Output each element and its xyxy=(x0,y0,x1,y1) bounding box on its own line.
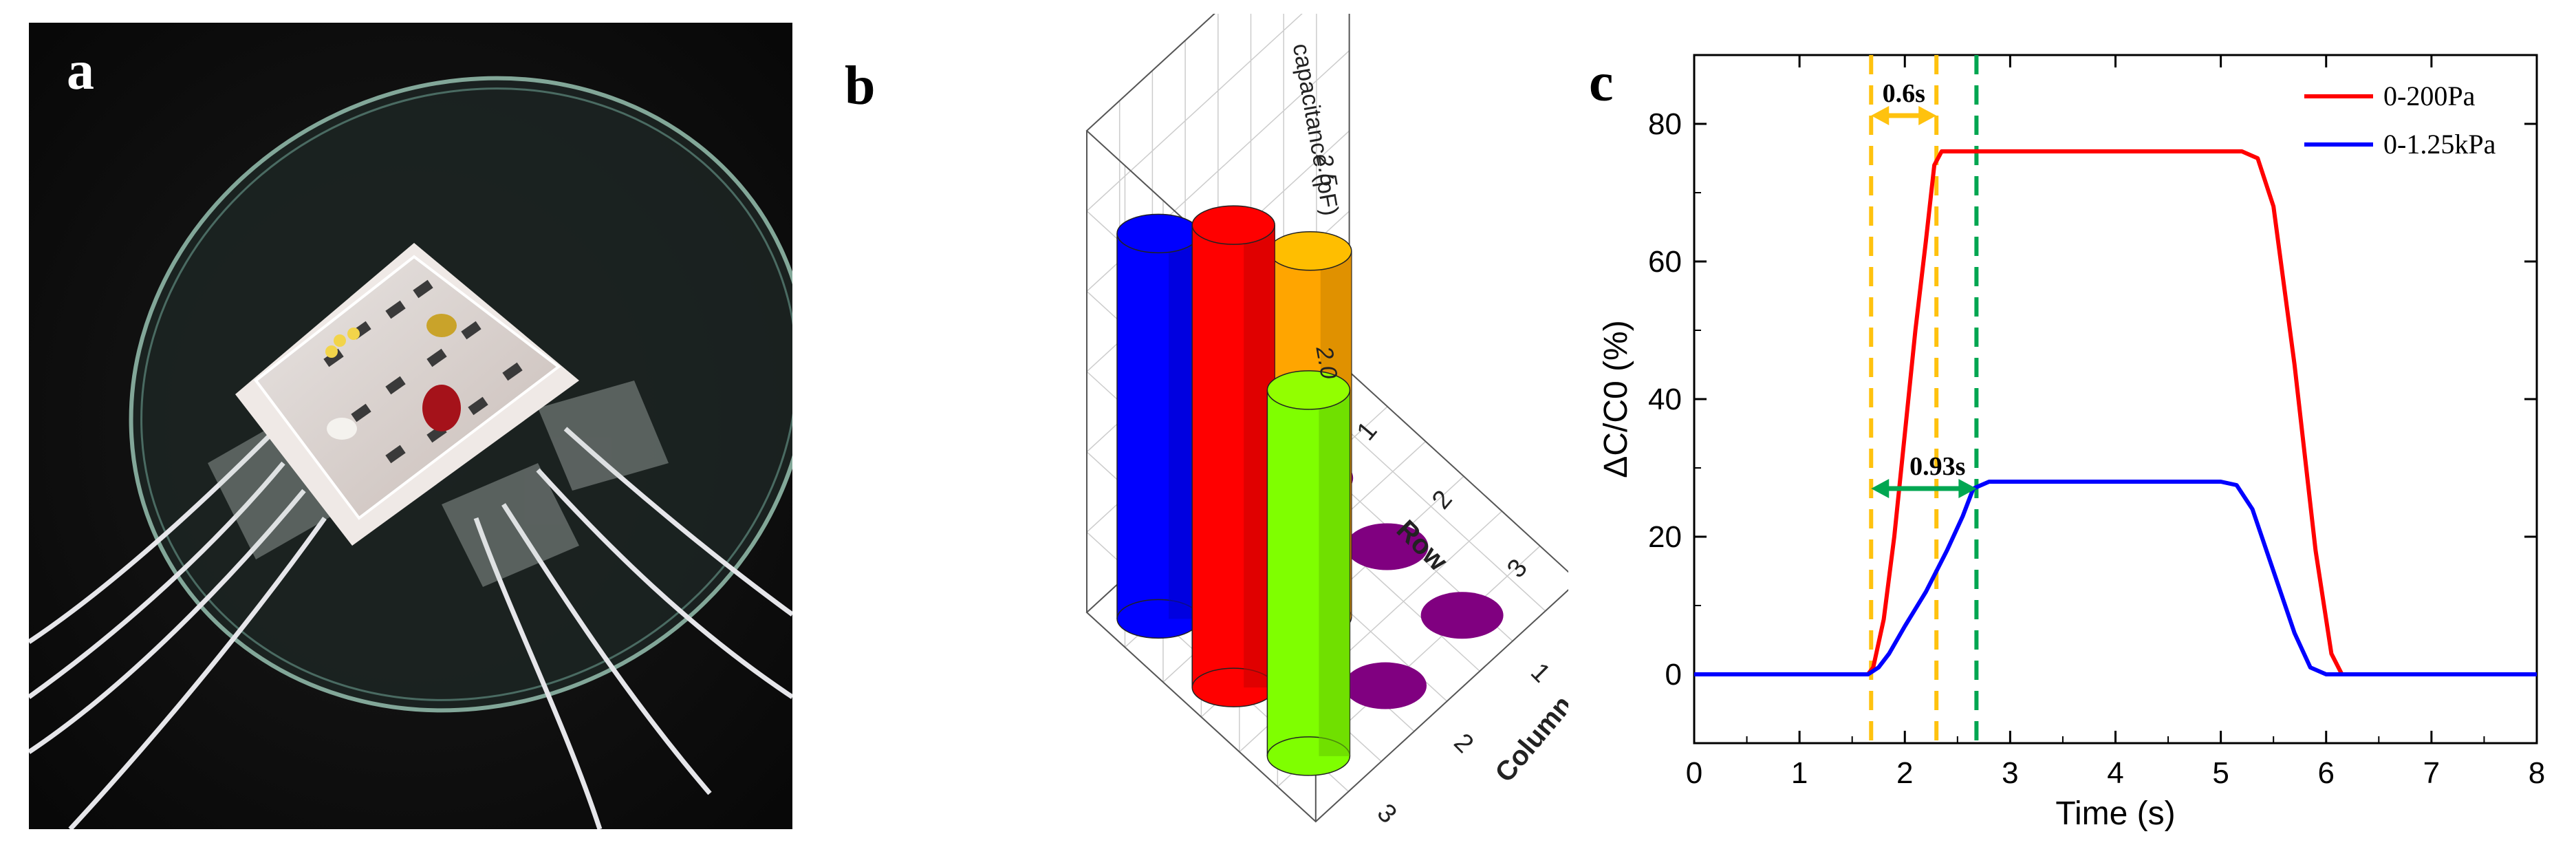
bar-cylinder xyxy=(1344,662,1427,709)
y-tick-label: 40 xyxy=(1648,383,1682,416)
x-tick-label: 5 xyxy=(2212,756,2229,790)
bar-cylinder xyxy=(1345,523,1429,570)
column-axis-label: Column xyxy=(1489,690,1568,788)
arrow-0.6s-head-left xyxy=(1871,106,1890,125)
bar-disc xyxy=(1420,592,1504,639)
column-tick-label: 2 xyxy=(1448,728,1479,759)
panel-label-c: c xyxy=(1589,52,1614,113)
bar-cylinder xyxy=(1266,370,1351,776)
electrodes xyxy=(323,279,523,464)
x-tick-label: 8 xyxy=(2529,756,2545,790)
marker-label: 0.93s xyxy=(1909,452,1965,481)
z-axis-label: capacitance (pF) xyxy=(1288,41,1343,217)
marker-label: 0.6s xyxy=(1883,79,1925,108)
sensor-pad xyxy=(254,255,561,520)
bar-disc xyxy=(1344,662,1427,709)
bar-cylinder xyxy=(1116,213,1200,639)
bar-cylinder xyxy=(1420,592,1504,639)
y-tick-label: 80 xyxy=(1648,107,1682,141)
x-tick-label: 3 xyxy=(2002,756,2018,790)
panel-b: b 2.02.53.0capacitance (pF)123Row123Colu… xyxy=(812,0,1579,839)
bar-cylinder xyxy=(1191,205,1275,707)
legend-label: 0-200Pa xyxy=(2383,81,2476,111)
row-tick-label: 2 xyxy=(1427,485,1458,515)
column-tick-label: 3 xyxy=(1372,798,1403,829)
bar-top xyxy=(1116,213,1200,254)
row-tick-label: 1 xyxy=(1352,416,1383,446)
bar-disc xyxy=(1345,523,1429,570)
x-tick-label: 2 xyxy=(1896,756,1913,790)
panel-c: c 0 1 2 3 4 5 6 7 8 0 20 40 60 80 Time (s) ΔC/C0 (%) 0.6… xyxy=(1575,14,2576,839)
panel-a: a xyxy=(27,23,810,831)
series-line xyxy=(1694,480,2537,676)
wires xyxy=(27,427,794,831)
y-axis-label: ΔC/C0 (%) xyxy=(1598,320,1634,478)
bar-top xyxy=(1268,231,1352,271)
series-line xyxy=(1694,149,2537,676)
x-tick-label: 1 xyxy=(1791,756,1808,790)
y-tick-label: 60 xyxy=(1648,245,1682,279)
yellow-granules xyxy=(325,328,360,358)
panel-label-b: b xyxy=(845,56,876,116)
panel-label-a: a xyxy=(67,41,94,101)
x-tick-label: 4 xyxy=(2107,756,2123,790)
z-tick-label: 2.5 xyxy=(1310,151,1342,188)
yellow-seed xyxy=(426,314,457,337)
x-tick-label: 0 xyxy=(1686,756,1702,790)
white-seed xyxy=(327,418,357,440)
arrow-0.93s-head-left xyxy=(1871,479,1890,498)
bar-top xyxy=(1191,205,1275,245)
bar-shade xyxy=(1319,389,1350,756)
arrow-0.6s-head-right xyxy=(1918,106,1937,125)
x-tick-label: 7 xyxy=(2423,756,2440,790)
red-bean xyxy=(422,385,461,431)
bar-top xyxy=(1266,370,1351,410)
y-tick-label: 0 xyxy=(1665,658,1682,692)
x-axis-label: Time (s) xyxy=(2055,795,2175,832)
y-tick-label: 20 xyxy=(1648,520,1682,554)
row-tick-label: 3 xyxy=(1502,554,1533,584)
legend-label: 0-1.25kPa xyxy=(2383,129,2496,160)
z-tick-label: 2.0 xyxy=(1310,343,1342,381)
arrow-0.93s-head-right xyxy=(1958,479,1977,498)
column-tick-label: 1 xyxy=(1525,658,1556,689)
x-tick-label: 6 xyxy=(2318,756,2335,790)
device-photo xyxy=(27,23,810,831)
